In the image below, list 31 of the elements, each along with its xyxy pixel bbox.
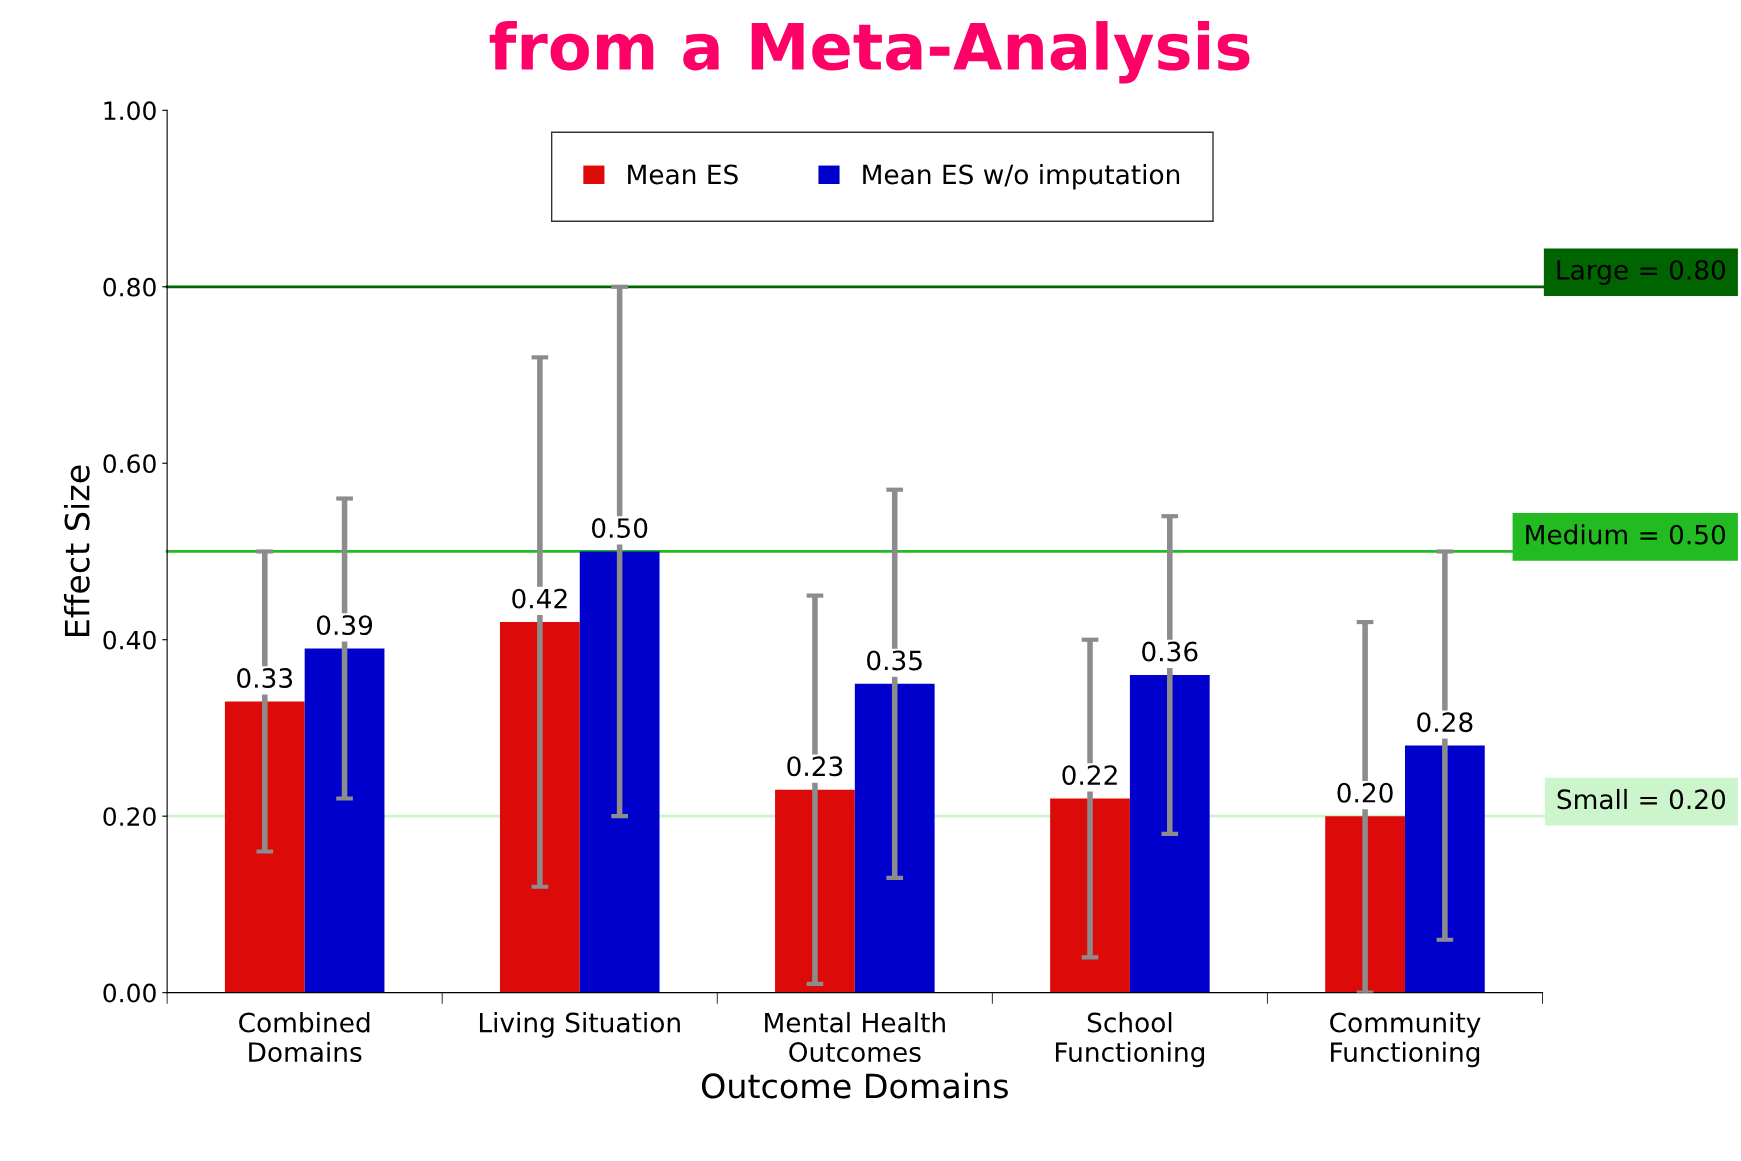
y-tick-label: 0.20 xyxy=(103,807,156,827)
ref-line-label: Small = 0.20 xyxy=(1557,788,1726,810)
data-label: 0.39 xyxy=(316,615,373,636)
legend-label: Mean ES w/o imputation xyxy=(863,163,1180,190)
x-axis-title: Outcome Domains xyxy=(701,1072,1008,1099)
bar xyxy=(1129,675,1210,993)
x-tick-label: Mental Health Outcomes xyxy=(765,1012,945,1063)
x-tick-label: Combined Domains xyxy=(239,1012,370,1063)
data-label: 0.23 xyxy=(787,756,843,777)
data-label: 0.36 xyxy=(1142,641,1198,662)
x-tick-label: Living Situation xyxy=(479,1012,680,1038)
data-label: 0.22 xyxy=(1062,765,1117,786)
y-axis-title: Effect Size xyxy=(63,465,90,636)
data-label: 0.50 xyxy=(592,518,648,539)
x-tick-label: School Functioning xyxy=(1055,1012,1205,1068)
ref-line-label: Medium = 0.50 xyxy=(1526,524,1726,545)
bar xyxy=(304,648,385,993)
y-tick-label: 0.80 xyxy=(103,277,156,297)
chart-title: from a Meta-Analysis xyxy=(489,21,1250,84)
x-tick-label: Community Functioning xyxy=(1330,1012,1481,1068)
data-label: 0.28 xyxy=(1417,712,1473,733)
y-tick-label: 0.60 xyxy=(103,454,156,474)
data-label: 0.33 xyxy=(237,668,293,689)
legend-label: Mean ES xyxy=(628,164,738,185)
data-label: 0.20 xyxy=(1337,782,1393,803)
y-tick-label: 1.00 xyxy=(104,101,156,121)
data-label: 0.42 xyxy=(512,588,567,609)
y-tick-label: 0.00 xyxy=(103,983,156,1003)
y-tick-label: 0.40 xyxy=(103,630,156,650)
ref-line-label: Large = 0.80 xyxy=(1557,259,1726,285)
data-label: 0.35 xyxy=(867,650,922,671)
